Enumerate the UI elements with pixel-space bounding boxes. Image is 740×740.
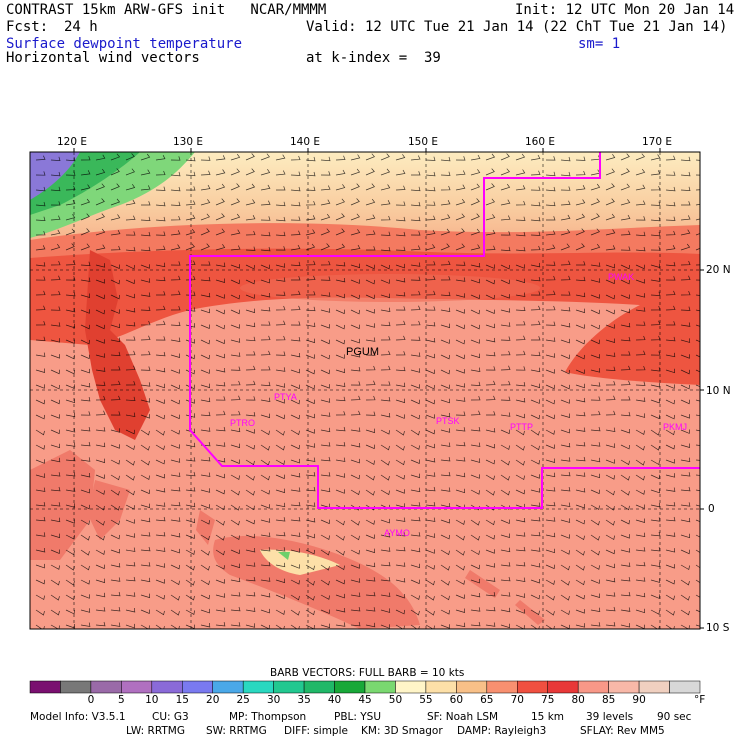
kindex-label: at k-index = 39: [306, 50, 441, 66]
colorbar-swatch: [90, 680, 122, 694]
colorbar-tick-label: 35: [297, 694, 311, 706]
footer-km: KM: 3D Smagor: [361, 725, 443, 737]
colorbar-unit: °F: [694, 694, 706, 706]
station-ptro: PTRO: [230, 418, 255, 428]
colorbar-swatch: [425, 680, 457, 694]
lat-label-20n: 20 N: [706, 264, 731, 276]
colorbar-tick-label: 40: [327, 694, 342, 706]
colorbar-title: BARB VECTORS: FULL BARB = 10 kts: [270, 667, 465, 679]
station-pttp: PTTP: [510, 422, 533, 432]
header-fcst-label: Fcst:: [6, 19, 49, 35]
lon-label-130: 130 E: [173, 136, 204, 148]
colorbar-tick-label: 90: [632, 694, 646, 706]
colorbar-tick-label: 70: [510, 694, 524, 706]
colorbar-swatch: [29, 680, 61, 694]
colorbar-swatch: [456, 680, 488, 694]
colorbar-tick-label: 10: [145, 694, 159, 706]
lon-label-140: 140 E: [290, 136, 321, 148]
sulawesi: [88, 480, 130, 540]
footer-sw: SW: RRTMG: [206, 725, 267, 737]
footer-cu: CU: G3: [152, 711, 189, 723]
header-fcst-value: 24 h: [64, 19, 98, 35]
station-pwak: PWAK: [608, 272, 634, 282]
borneo: [30, 450, 95, 560]
colorbar-swatch: [334, 680, 366, 694]
footer-sf: SF: Noah LSM: [427, 711, 499, 723]
station-ptsk: PTSK: [436, 416, 460, 426]
footer-timestep: 90 sec: [657, 711, 692, 723]
colorbar-swatch: [273, 680, 305, 694]
purple-region: [30, 152, 80, 200]
colorbar-swatch: [547, 680, 579, 694]
footer-damp: DAMP: Rayleigh3: [457, 725, 547, 737]
colorbar-swatch: [517, 680, 548, 694]
footer-sflay: SFLAY: Rev MM5: [580, 725, 665, 737]
colorbar-swatch: [151, 680, 183, 694]
lat-lon-grid: [30, 152, 700, 629]
station-pgum: PGUM: [346, 346, 379, 358]
colorbar-swatch: [242, 680, 274, 694]
moist-band: [30, 248, 700, 385]
colorbar-tick-label: 80: [571, 694, 585, 706]
footer-mp: MP: Thompson: [229, 711, 307, 723]
lon-label-170: 170 E: [642, 136, 673, 148]
header-valid: Valid: 12 UTC Tue 21 Jan 14 (22 ChT Tue …: [306, 19, 728, 35]
colorbar-swatch: [182, 680, 213, 694]
colorbar-tick-label: 25: [236, 694, 250, 706]
colorbar-tick-label: 85: [601, 694, 616, 706]
colorbar-tick-label: 50: [388, 694, 403, 706]
colorbar-swatch: [121, 680, 153, 694]
eez-boundary: [189, 152, 700, 509]
field-title-dewpoint: Surface dewpoint temperature: [6, 36, 243, 52]
lon-label-160: 160 E: [525, 136, 556, 148]
wind-barb-field: [35, 153, 700, 629]
colorbar-swatch: [395, 680, 427, 694]
colorbar-tick-label: 65: [480, 694, 494, 706]
station-aymo: AYMO: [384, 528, 410, 538]
station-pkmj: PKMJ: [663, 422, 687, 432]
colorbar-swatch: [486, 680, 518, 694]
colorbar-tick-label: 55: [419, 694, 433, 706]
colorbar-swatch: [608, 680, 640, 694]
footer-pbl: PBL: YSU: [334, 711, 382, 723]
colorbar-swatch: [669, 680, 701, 694]
colorbar-swatch: [577, 680, 609, 694]
colorbar-tick-label: 30: [266, 694, 281, 706]
colorbar-swatch: [638, 680, 670, 694]
new-guinea: [213, 535, 420, 629]
footer-resolution: 15 km: [531, 711, 565, 723]
wind-barbs: [35, 153, 700, 629]
colorbar-tick-label: 20: [206, 694, 220, 706]
field-title-wind: Horizontal wind vectors: [6, 50, 200, 66]
lon-label-150: 150 E: [408, 136, 439, 148]
colorbar-swatch: [212, 680, 244, 694]
colorbar-swatch: [60, 680, 92, 694]
colorbar-tick-label: 15: [175, 694, 189, 706]
footer-diff: DIFF: simple: [284, 725, 348, 737]
colorbar-tick-label: 0: [87, 694, 95, 706]
map-field: PGUM PTYA PTRO PTSK PTTP PKMJ PWAK AYMO: [30, 152, 700, 629]
colorbar: [29, 680, 701, 694]
header-init: Init: 12 UTC Mon 20 Jan 14: [515, 2, 735, 18]
colorbar-tick-label: 5: [118, 694, 125, 706]
header-title: CONTRAST 15km ARW-GFS init NCAR/MMMM: [6, 2, 327, 18]
lat-label-10s: 10 S: [706, 622, 730, 634]
footer-model-info: Model Info: V3.5.1: [30, 711, 126, 723]
colorbar-tick-label: 75: [541, 694, 555, 706]
colorbar-tick-label: 60: [449, 694, 464, 706]
lat-label-0: 0: [708, 503, 715, 515]
footer-lw: LW: RRTMG: [126, 725, 185, 737]
footer-levels: 39 levels: [586, 711, 634, 723]
axis-ticks: [73, 148, 704, 629]
colorbar-tick-label: 45: [358, 694, 372, 706]
station-ptya: PTYA: [274, 392, 297, 402]
smoothing-label: sm= 1: [578, 36, 621, 52]
lat-label-10n: 10 N: [706, 385, 731, 397]
colorbar-swatch: [303, 680, 335, 694]
colorbar-swatch: [364, 680, 396, 694]
lon-label-120: 120 E: [57, 136, 88, 148]
